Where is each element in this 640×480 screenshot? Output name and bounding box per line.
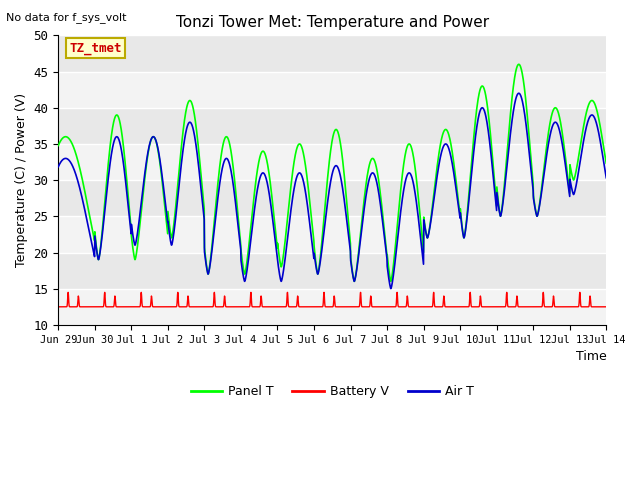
Battery V [65,289,72,295]
Bar [58,216,606,252]
Bar [58,288,606,325]
Title: Tonzi Tower Met: Temperature and Power: Tonzi Tower Met: Temperature and Power [176,15,489,30]
Text: TZ_tmet: TZ_tmet [69,42,122,55]
Air T [602,175,610,180]
Air T [54,164,62,169]
Y-axis label: Temperature (C) / Power (V): Temperature (C) / Power (V) [15,93,28,267]
Battery V [492,304,499,310]
Line: Air T: Air T [58,93,606,288]
Line: Panel T: Panel T [58,64,606,281]
Battery V [348,304,356,310]
Bar [58,72,606,108]
Air T [360,208,368,214]
Air T [554,123,562,129]
Panel T [348,265,356,271]
Panel T [492,192,499,197]
Text: No data for f_sys_volt: No data for f_sys_volt [6,12,127,23]
Panel T [350,278,358,284]
Air T [387,286,395,291]
Battery V [554,304,562,310]
Panel T [554,109,562,115]
Panel T [515,61,522,67]
Air T [207,255,215,261]
Air T [515,90,522,96]
Line: Battery V: Battery V [58,292,606,307]
Panel T [570,177,577,183]
X-axis label: Time: Time [575,350,606,363]
Air T [570,192,577,197]
Panel T [360,197,368,203]
Panel T [54,143,62,148]
Battery V [360,304,368,310]
Bar [58,144,606,180]
Air T [348,267,356,273]
Battery V [602,304,610,310]
Battery V [207,304,215,310]
Panel T [602,160,610,166]
Air T [492,198,499,204]
Battery V [570,304,577,310]
Panel T [207,252,215,257]
Legend: Panel T, Battery V, Air T: Panel T, Battery V, Air T [186,380,479,403]
Battery V [54,304,62,310]
